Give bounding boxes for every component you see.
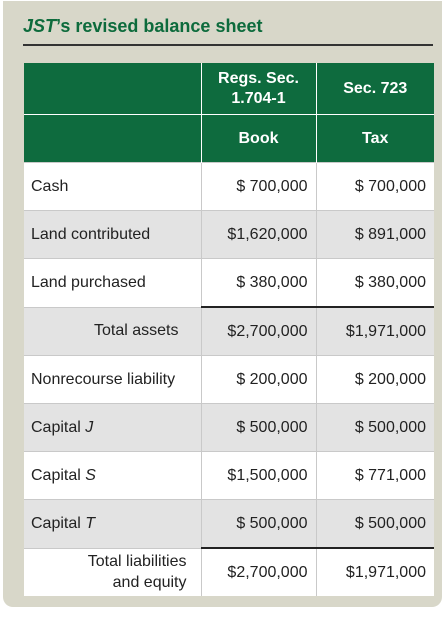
title-text: ’s revised balance sheet	[56, 16, 263, 36]
book-value: $ 500,000	[200, 499, 316, 548]
balance-sheet-table: Regs. Sec. 1.704-1 Sec. 723 Book Tax Cash…	[24, 63, 434, 596]
header-blank-cell	[24, 63, 201, 115]
title-divider	[23, 44, 433, 46]
book-value: $ 500,000	[200, 403, 316, 452]
tax-value: $ 771,000	[315, 451, 434, 500]
table-row-land-purchased: Land purchased $ 380,000 $ 380,000	[24, 258, 434, 307]
book-value: $2,700,000	[200, 306, 316, 356]
book-value: $2,700,000	[200, 547, 316, 596]
subheader-blank-cell	[24, 114, 201, 163]
tax-value: $ 500,000	[315, 403, 434, 452]
row-label: Capital T	[24, 499, 201, 548]
tax-value: $1,971,000	[315, 306, 434, 356]
book-value: $ 200,000	[200, 355, 316, 404]
table-row-total-assets: Total assets $2,700,000 $1,971,000	[24, 306, 434, 356]
table-row-land-contributed: Land contributed $1,620,000 $ 891,000	[24, 210, 434, 259]
tax-value: $ 891,000	[315, 210, 434, 259]
header-row: Regs. Sec. 1.704-1 Sec. 723	[24, 63, 434, 115]
row-label: Total liabilities and equity	[24, 547, 201, 596]
table-row-capital-s: Capital S $1,500,000 $ 771,000	[24, 451, 434, 500]
row-label: Cash	[24, 162, 201, 211]
subheader-tax: Tax	[315, 114, 434, 163]
tax-value: $ 500,000	[315, 499, 434, 548]
book-value: $1,620,000	[200, 210, 316, 259]
row-label: Total assets	[24, 306, 201, 356]
figure-panel: JST’s revised balance sheet Regs. Sec. 1.…	[3, 1, 442, 607]
book-value: $1,500,000	[200, 451, 316, 500]
tax-value: $ 200,000	[315, 355, 434, 404]
row-label: Capital J	[24, 403, 201, 452]
tax-value: $ 700,000	[315, 162, 434, 211]
book-value: $ 380,000	[200, 258, 316, 307]
tax-value: $1,971,000	[315, 547, 434, 596]
tax-value: $ 380,000	[315, 258, 434, 307]
header-sec-723: Sec. 723	[315, 63, 434, 115]
subheader-book: Book	[200, 114, 316, 163]
figure-title: JST’s revised balance sheet	[23, 16, 262, 37]
table-row-nonrecourse-liability: Nonrecourse liability $ 200,000 $ 200,00…	[24, 355, 434, 404]
table-row-total-liabilities-equity: Total liabilities and equity $2,700,000 $…	[24, 547, 434, 596]
table-row-capital-t: Capital T $ 500,000 $ 500,000	[24, 499, 434, 548]
row-label: Land contributed	[24, 210, 201, 259]
subheader-row: Book Tax	[24, 114, 434, 163]
row-label: Land purchased	[24, 258, 201, 307]
title-entity: JST	[23, 16, 57, 36]
row-label: Capital S	[24, 451, 201, 500]
table-row-cash: Cash $ 700,000 $ 700,000	[24, 162, 434, 211]
header-regs-sec: Regs. Sec. 1.704-1	[200, 63, 316, 115]
row-label: Nonrecourse liability	[24, 355, 201, 404]
table-row-capital-j: Capital J $ 500,000 $ 500,000	[24, 403, 434, 452]
book-value: $ 700,000	[200, 162, 316, 211]
